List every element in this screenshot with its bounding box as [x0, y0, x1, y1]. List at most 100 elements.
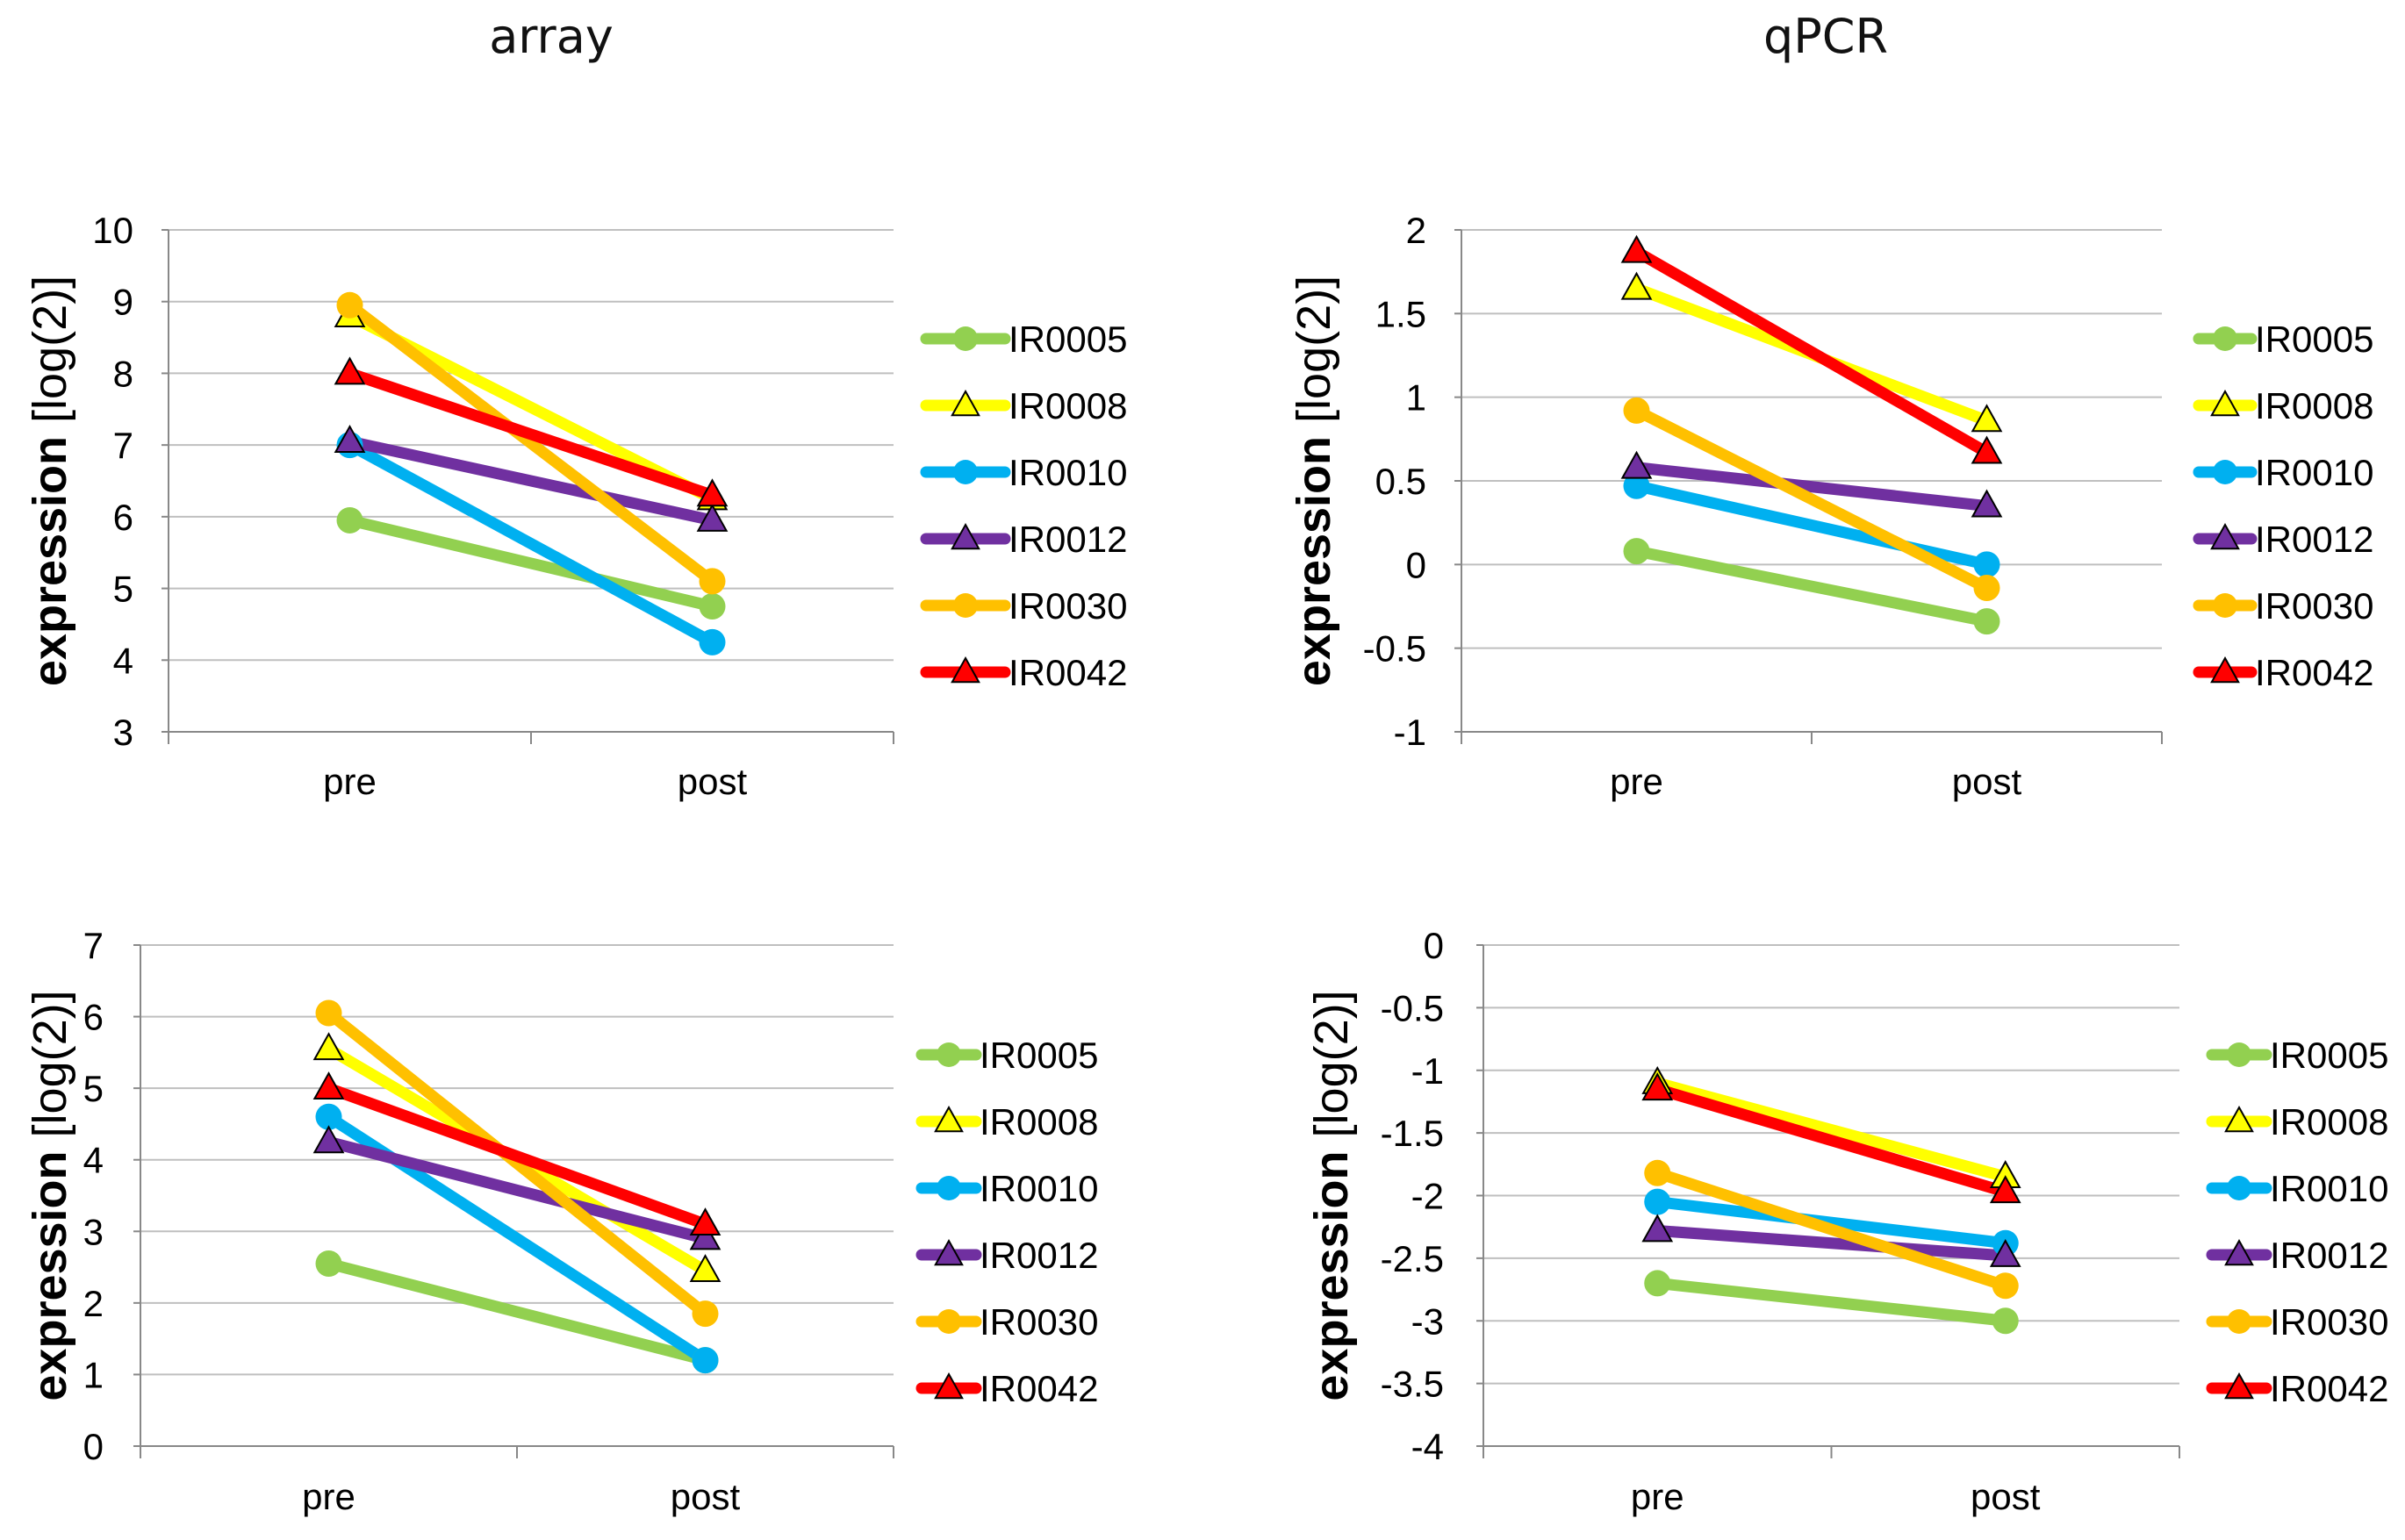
data-point-IR0010: [699, 628, 726, 655]
data-point-IR0005: [315, 1250, 342, 1277]
series-line-IR0010: [1651, 1196, 2012, 1250]
legend-marker-IR0042: [934, 1372, 964, 1400]
legend-marker-IR0005: [2213, 326, 2237, 351]
x-tick-label: pre: [302, 1476, 355, 1517]
y-tick-label: 0: [1406, 544, 1426, 585]
data-point-IR0030: [699, 568, 726, 595]
y-tick-label: 7: [83, 925, 104, 966]
y-tick-label: 1: [1406, 377, 1426, 419]
series-line-IR0008: [1651, 1077, 2012, 1183]
y-axis-label-bold: expression: [24, 1150, 76, 1400]
legend-marker-IR0030: [953, 593, 978, 618]
legend-label-IR0012: IR0012: [2255, 519, 2373, 560]
legend-label-IR0030: IR0030: [1009, 585, 1127, 627]
y-tick-label: -4: [1411, 1426, 1444, 1467]
data-point-IR0030: [315, 999, 342, 1027]
y-axis-label: expression [log(2)]: [1288, 276, 1340, 686]
series-line-IR0030: [1651, 1167, 2012, 1292]
legend-marker-IR0008: [2224, 1105, 2254, 1133]
chart-panel-2: expression [log(2)] -1 -0.5 0 0.5 1 1.5 2 pre pos…: [1288, 210, 2373, 802]
series-line-IR0042: [1631, 246, 1992, 459]
y-tick-label: 5: [83, 1068, 104, 1109]
legend-label-IR0008: IR0008: [1009, 385, 1127, 426]
series-line-IR0005: [323, 1257, 711, 1366]
legend-marker-IR0012: [2210, 522, 2240, 550]
legend-marker-IR0010: [953, 460, 978, 484]
legend-label-IR0042: IR0042: [2270, 1368, 2388, 1409]
series-line-IR0042: [323, 1082, 711, 1230]
data-point-IR0005: [336, 506, 363, 534]
y-tick-label: 6: [83, 997, 104, 1038]
data-point-IR0010: [1623, 472, 1650, 499]
y-tick-label: 5: [113, 569, 133, 610]
y-tick-label: 8: [113, 353, 133, 394]
x-tick-label: pre: [323, 761, 377, 802]
y-axis-label-bold: expression: [1305, 1150, 1358, 1400]
y-tick-label: 3: [83, 1211, 104, 1252]
legend-label-IR0005: IR0005: [2270, 1035, 2388, 1076]
data-point-IR0042: [1620, 234, 1653, 263]
y-tick-label: -3: [1411, 1300, 1444, 1342]
legend-label-IR0005: IR0005: [1009, 319, 1127, 360]
y-tick-label: 3: [113, 712, 133, 753]
legend-label-IR0042: IR0042: [2255, 652, 2373, 693]
y-axis-label: expression [log(2)]: [24, 276, 76, 686]
series-line-IR0005: [1631, 545, 1992, 627]
legend-label-IR0010: IR0010: [1009, 452, 1127, 493]
legend-label-IR0030: IR0030: [2255, 585, 2373, 627]
x-tick-label: post: [671, 1476, 741, 1517]
y-axis-label: expression [log(2)]: [1305, 990, 1358, 1400]
y-tick-label: -2.5: [1381, 1238, 1444, 1279]
y-axis-label-unit: [log(2)]: [24, 990, 76, 1150]
data-point-IR0012: [689, 1221, 722, 1250]
series-line-IR0030: [1631, 405, 1992, 594]
legend-marker-IR0008: [934, 1105, 964, 1133]
series-line-IR0005: [1651, 1277, 2012, 1327]
column-heading-array: array: [489, 9, 614, 64]
y-tick-label: 0.5: [1375, 461, 1426, 502]
data-point-IR0042: [1989, 1175, 2021, 1204]
legend-label-IR0008: IR0008: [980, 1101, 1098, 1142]
data-point-IR0012: [1620, 450, 1653, 479]
x-tick-label: post: [1971, 1476, 2041, 1517]
legend-label-IR0042: IR0042: [1009, 652, 1127, 693]
y-tick-label: -0.5: [1381, 987, 1444, 1028]
y-tick-label: 1: [83, 1354, 104, 1395]
y-axis-label-unit: [log(2)]: [1305, 990, 1358, 1150]
data-point-IR0012: [1641, 1214, 1674, 1243]
data-point-IR0042: [312, 1071, 345, 1100]
legend-label-IR0005: IR0005: [980, 1035, 1098, 1076]
data-point-IR0012: [696, 503, 729, 532]
legend-marker-IR0010: [937, 1176, 961, 1200]
data-point-IR0005: [1992, 1307, 2019, 1335]
data-point-IR0042: [1641, 1072, 1674, 1101]
y-tick-label: 1.5: [1375, 293, 1426, 334]
data-point-IR0030: [1623, 397, 1650, 424]
legend-marker-IR0010: [2213, 460, 2237, 484]
data-point-IR0012: [312, 1125, 345, 1154]
series-line-IR0010: [344, 439, 718, 648]
series-line-IR0030: [344, 299, 718, 587]
y-axis-label: expression [log(2)]: [24, 990, 76, 1400]
data-point-IR0008: [312, 1032, 345, 1061]
series-line-IR0012: [344, 435, 718, 526]
legend-label-IR0010: IR0010: [2270, 1168, 2388, 1209]
y-tick-label: -1.5: [1381, 1113, 1444, 1154]
chart-panel-4: expression [log(2)] -4 -3.5 -3 -2.5 -2 -1.5 -1 -…: [1305, 925, 2388, 1517]
legend-marker-IR0005: [2227, 1042, 2251, 1067]
legend-label-IR0030: IR0030: [980, 1301, 1098, 1343]
series-line-IR0012: [1651, 1224, 2012, 1262]
y-tick-label: 0: [83, 1426, 104, 1467]
data-point-IR0030: [1644, 1159, 1671, 1186]
data-point-IR0042: [696, 478, 729, 507]
series-line-IR0005: [344, 514, 718, 612]
y-axis-label-unit: [log(2)]: [1288, 276, 1340, 436]
legend-marker-IR0042: [2210, 655, 2240, 684]
series-line-IR0012: [323, 1135, 711, 1244]
legend-label-IR0008: IR0008: [2255, 385, 2373, 426]
y-tick-label: -2: [1411, 1176, 1444, 1217]
data-point-IR0042: [1971, 435, 2003, 464]
x-tick-label: pre: [1610, 761, 1663, 802]
x-tick-label: pre: [1631, 1476, 1684, 1517]
x-tick-label: post: [1952, 761, 2022, 802]
